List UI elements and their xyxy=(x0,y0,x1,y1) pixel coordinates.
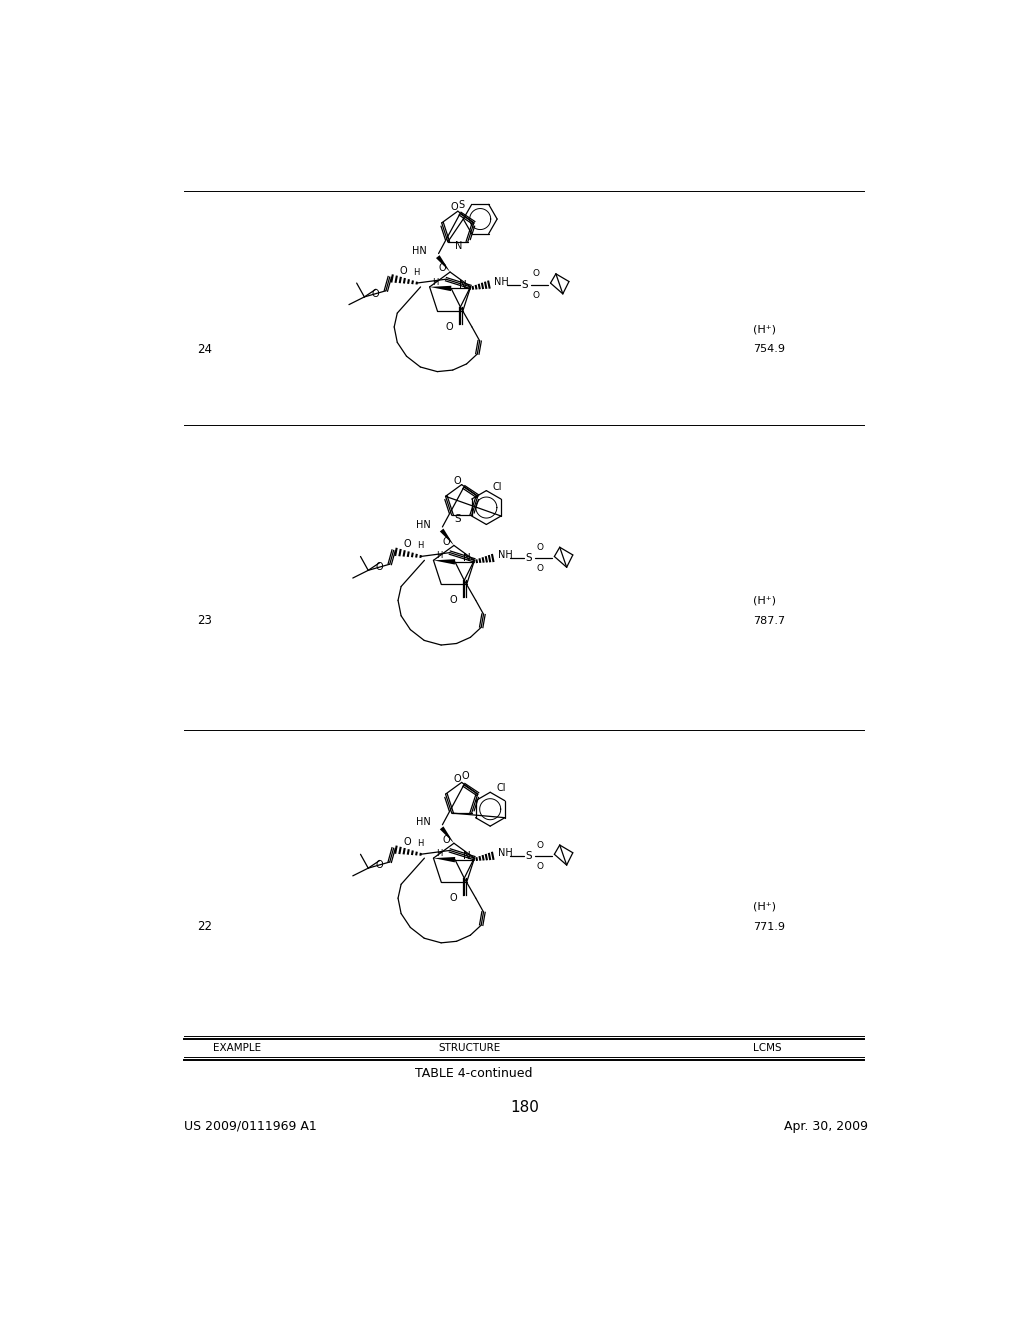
Text: 24: 24 xyxy=(198,343,213,356)
Text: H: H xyxy=(418,840,424,847)
Text: H: H xyxy=(436,849,442,858)
Text: O: O xyxy=(532,290,540,300)
Text: O: O xyxy=(403,837,412,847)
Text: N: N xyxy=(463,851,471,861)
Text: O: O xyxy=(438,264,445,273)
Text: H: H xyxy=(436,552,442,560)
Text: 771.9: 771.9 xyxy=(754,921,785,932)
Text: S: S xyxy=(522,280,528,289)
Text: Cl: Cl xyxy=(493,482,502,492)
Text: N: N xyxy=(463,553,471,564)
Text: N: N xyxy=(455,240,462,251)
Polygon shape xyxy=(436,255,451,272)
Text: Apr. 30, 2009: Apr. 30, 2009 xyxy=(783,1119,867,1133)
Polygon shape xyxy=(433,857,456,862)
Text: (H⁺): (H⁺) xyxy=(754,902,776,912)
Text: O: O xyxy=(537,543,543,552)
Text: HN: HN xyxy=(416,520,431,529)
Text: O: O xyxy=(372,289,379,298)
Text: O: O xyxy=(445,322,454,331)
Text: O: O xyxy=(450,595,458,606)
Text: HN: HN xyxy=(413,247,427,256)
Text: 23: 23 xyxy=(198,614,212,627)
Text: NH: NH xyxy=(498,550,513,560)
Polygon shape xyxy=(433,560,456,565)
Text: STRUCTURE: STRUCTURE xyxy=(438,1043,501,1053)
Text: H: H xyxy=(418,541,424,550)
Text: O: O xyxy=(537,841,543,850)
Text: O: O xyxy=(375,861,383,870)
Text: O: O xyxy=(450,894,458,903)
Text: Cl: Cl xyxy=(497,783,506,793)
Text: H: H xyxy=(414,268,420,277)
Text: O: O xyxy=(375,562,383,573)
Text: O: O xyxy=(537,565,543,573)
Polygon shape xyxy=(430,285,452,292)
Text: (H⁺): (H⁺) xyxy=(754,325,776,334)
Text: US 2009/0111969 A1: US 2009/0111969 A1 xyxy=(184,1119,316,1133)
Text: TABLE 4-continued: TABLE 4-continued xyxy=(415,1067,532,1080)
Polygon shape xyxy=(440,826,454,843)
Text: S: S xyxy=(525,553,532,564)
Text: O: O xyxy=(454,477,462,486)
Text: 754.9: 754.9 xyxy=(754,345,785,355)
Polygon shape xyxy=(440,528,454,545)
Text: (H⁺): (H⁺) xyxy=(754,595,776,606)
Text: NH: NH xyxy=(498,847,513,858)
Text: O: O xyxy=(532,269,540,279)
Text: S: S xyxy=(459,201,465,210)
Text: O: O xyxy=(462,771,469,781)
Text: S: S xyxy=(525,851,532,861)
Text: O: O xyxy=(454,774,462,784)
Text: O: O xyxy=(403,539,412,549)
Text: N: N xyxy=(459,280,467,289)
Text: HN: HN xyxy=(416,817,431,828)
Text: LCMS: LCMS xyxy=(754,1043,782,1053)
Text: O: O xyxy=(399,265,408,276)
Text: 180: 180 xyxy=(510,1100,540,1115)
Text: O: O xyxy=(451,202,458,213)
Text: O: O xyxy=(537,862,543,871)
Text: O: O xyxy=(442,834,450,845)
Text: S: S xyxy=(455,513,461,524)
Text: EXAMPLE: EXAMPLE xyxy=(213,1043,261,1053)
Text: NH: NH xyxy=(495,276,509,286)
Text: 787.7: 787.7 xyxy=(754,616,785,626)
Text: 22: 22 xyxy=(198,920,213,933)
Text: O: O xyxy=(442,537,450,546)
Text: H: H xyxy=(432,277,439,286)
